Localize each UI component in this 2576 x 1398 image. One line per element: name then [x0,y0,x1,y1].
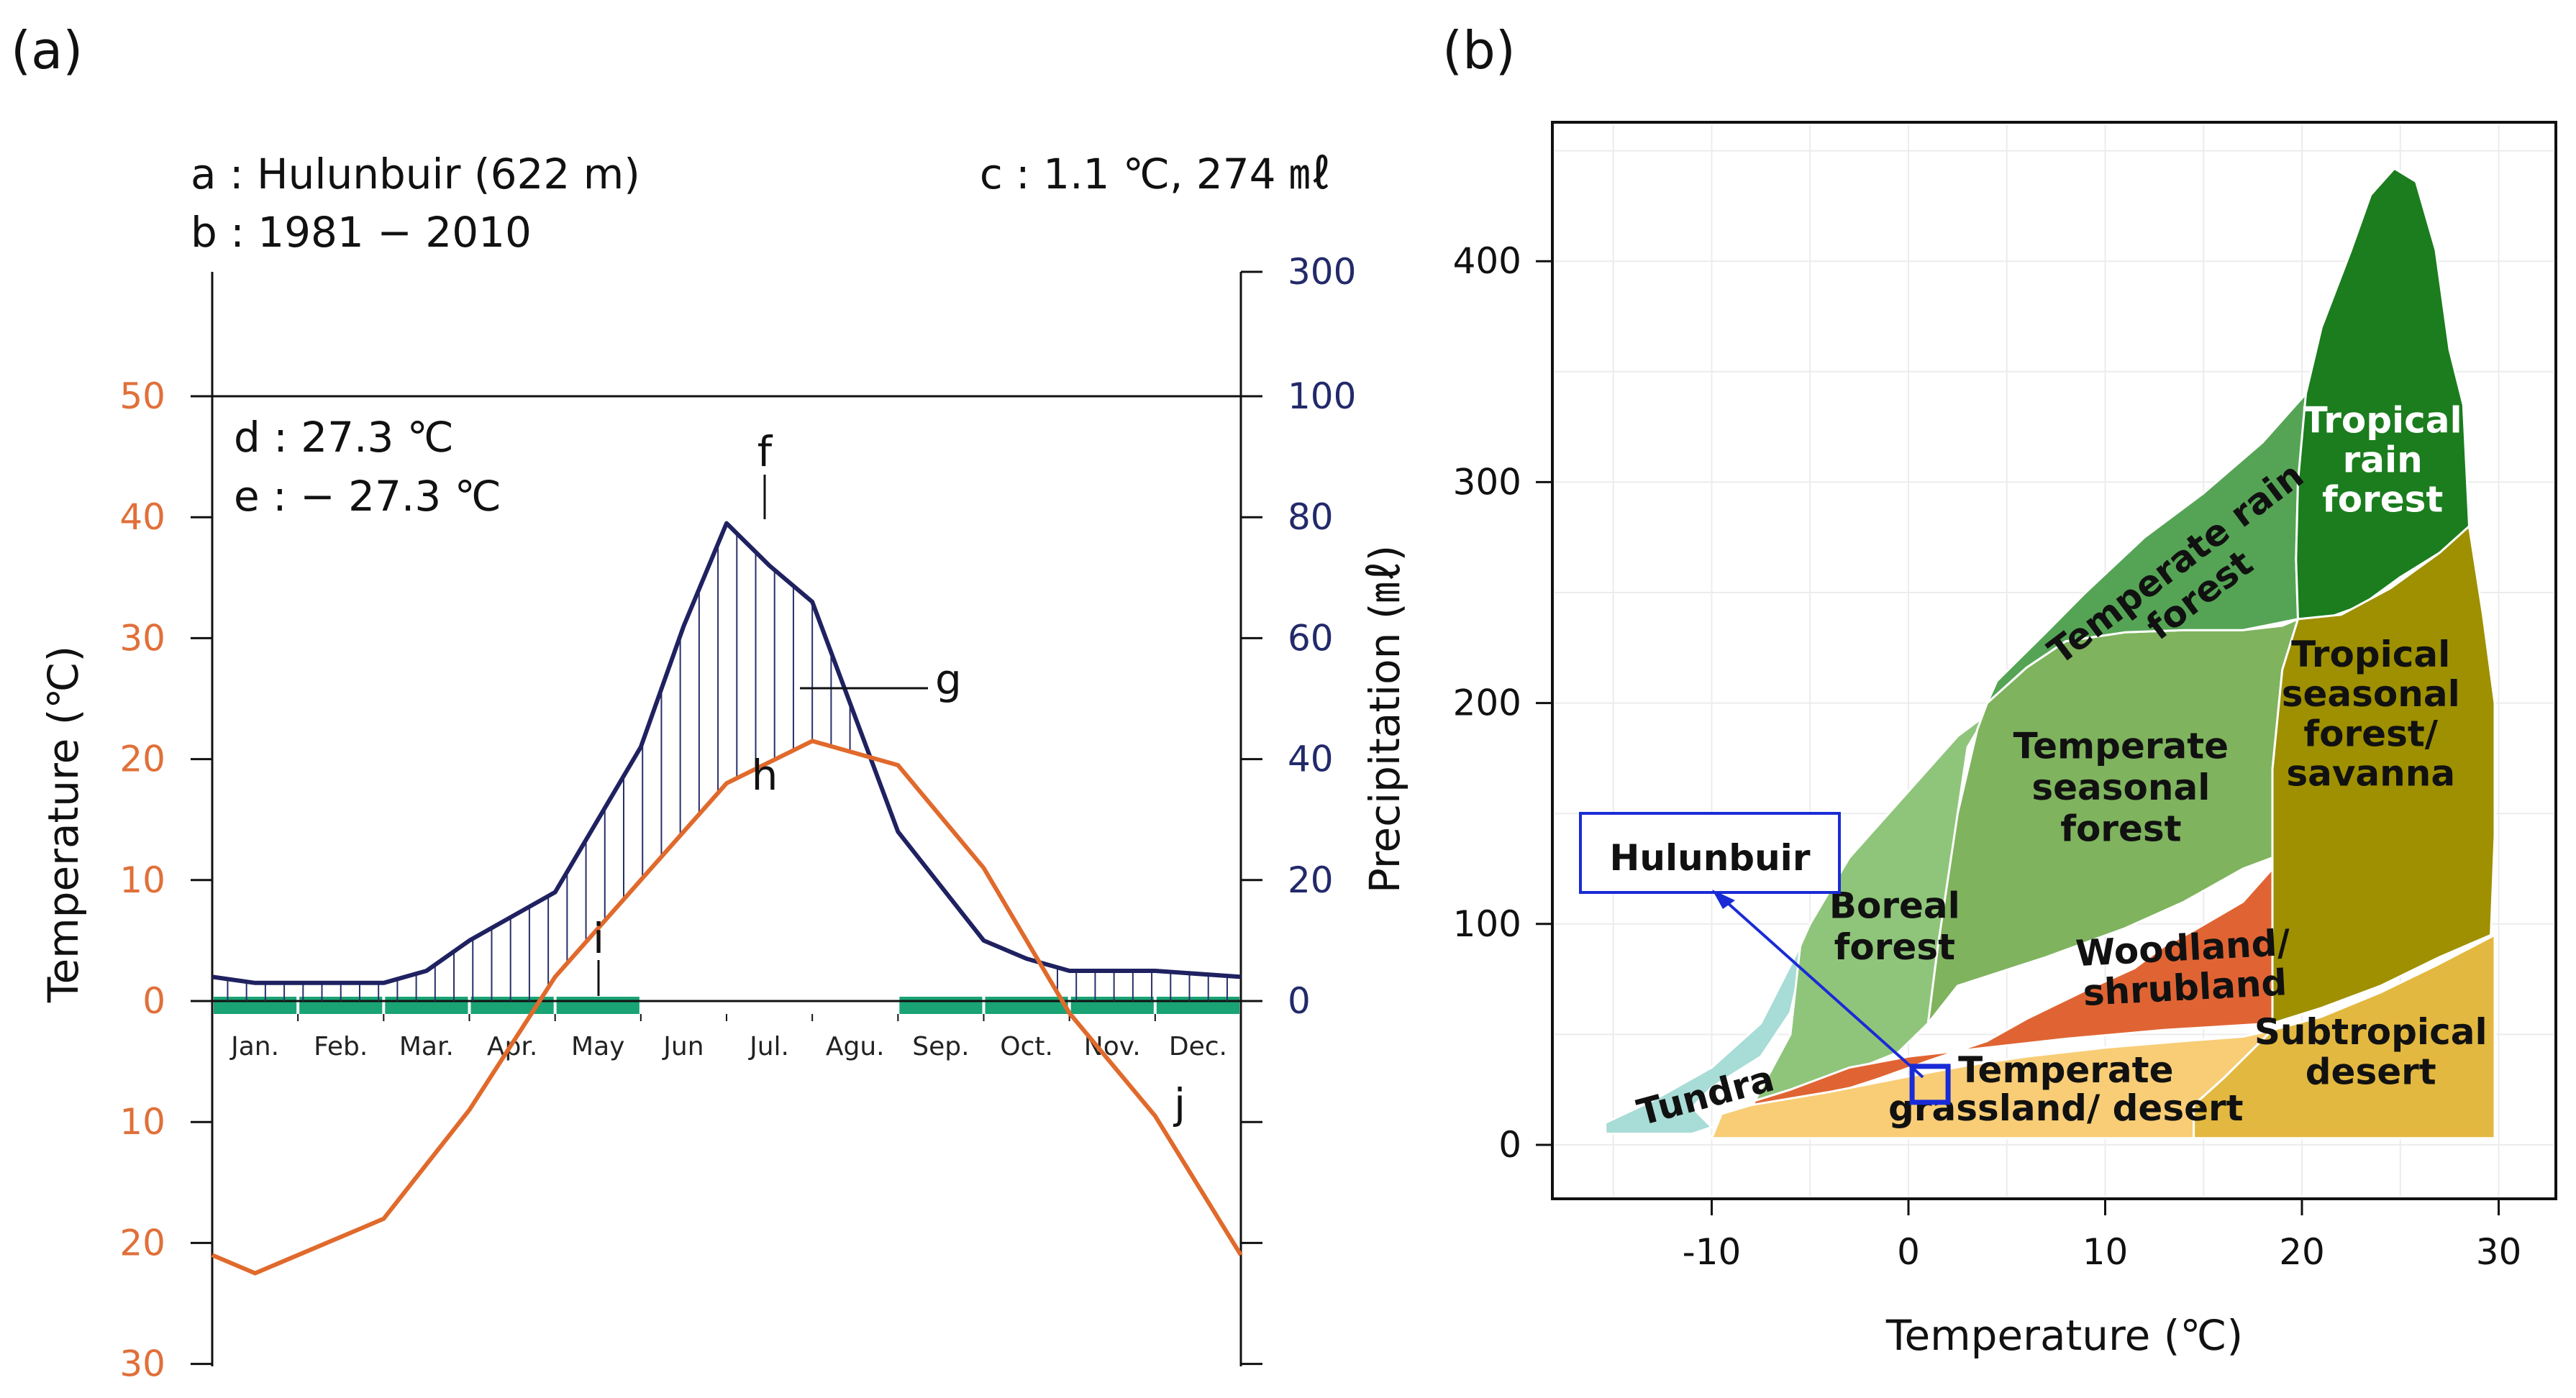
site-label-box [1579,812,1841,894]
label-d: d : 27.3 ℃ [234,413,454,462]
month-label: Oct. [1000,1032,1053,1061]
biome-label-line: Tropical [2303,399,2462,441]
month-label: Jul. [748,1032,789,1061]
y-tick-label: 400 [1453,240,1521,282]
biome-label-line: seasonal [2031,767,2210,808]
x-axis-title-temperature: Temperature (℃) [1885,1311,2243,1360]
biome-tropical-rain-region [2295,167,2470,625]
site-arrow-head [1712,890,1735,909]
y-tick-label: 300 [1453,461,1521,503]
y-axis-title-temperature: Temperature (℃) [39,646,88,1003]
biome-label-line: forest [1834,926,1955,968]
biome-label-line: Subtropical [2254,1011,2488,1053]
biome-diagram-plot: -10 0 10 20 304003002001000TundraBorealfores… [1453,121,2557,1273]
x-tick-label: 20 [2279,1231,2325,1273]
site-arrow-line [1719,895,1924,1079]
biome-label-line: forest [2060,808,2181,849]
temp-tick-label: 10 [119,859,165,901]
month-label: Agu. [826,1032,885,1061]
temp-tick-label: 50 [119,375,165,417]
precip-tick-label: 20 [1288,859,1334,901]
frost-month-bar [1070,997,1154,1014]
site-marker [1909,1064,1951,1105]
temp-tick-label: 20 [119,1222,165,1264]
biome-diagram: -10 0 10 20 304003002001000TundraBorealfores… [1453,121,2557,1360]
biome-label-line: Temperate [1958,1049,2173,1091]
biome-label-line: grassland/ desert [1888,1087,2244,1129]
biome-label-line: seasonal [2282,673,2460,715]
biome-tropical-seasonal-region [2271,525,2496,1025]
x-tick-label: 0 [1897,1231,1920,1273]
temp-tick-label: 30 [119,617,165,659]
month-label: Dec. [1169,1032,1227,1061]
label-j: j [1173,1079,1185,1128]
precip-tick-label: 300 [1288,251,1356,293]
temp-tick-label: 10 [119,1101,165,1143]
y-axis-title-precipitation: Precipitation (㎖) [1360,545,1409,893]
precipitation-line [211,521,1242,985]
climate-diagram: a : Hulunbuir (622 m) b : 1981 − 2010 c … [39,150,1409,1385]
site-label: Hulunbuir [1610,837,1811,879]
y-tick-label: 100 [1453,903,1521,945]
label-c: c : 1.1 ℃, 274 ㎖ [980,150,1331,198]
x-tick-label: 10 [2083,1231,2129,1273]
temp-tick-label: 40 [119,496,165,538]
month-label: Sep. [912,1032,969,1061]
biome-label-line: desert [2306,1051,2436,1092]
temp-tick-label: 20 [119,739,165,780]
biome-woodland-label: Woodland/shrubland [2075,922,2292,1014]
month-label: Jun [662,1032,704,1061]
precip-tick-label: 80 [1288,496,1334,538]
biome-tundra-region [1604,923,1811,1136]
label-b: b : 1981 − 2010 [191,208,532,257]
y-tick-label: 0 [1498,1124,1521,1166]
label-h: h [752,751,778,800]
biome-label-line: savanna [2286,753,2455,795]
biome-label-line: Boreal [1829,885,1960,927]
precip-tick-label: 0 [1288,980,1311,1022]
temp-tick-label: 30 [119,1343,165,1385]
label-g: g [935,655,962,704]
precip-tick-label: 100 [1288,375,1356,417]
biome-label-line: forest/ [2303,713,2438,754]
x-tick-label: 30 [2476,1231,2522,1273]
y-tick-label: 200 [1453,682,1521,724]
month-label: Feb. [314,1032,368,1061]
biome-subtropical-desert-region [2193,933,2496,1140]
precip-tick-label: 40 [1288,739,1334,780]
biome-label-line: rain [2343,439,2423,480]
label-f: f [757,427,773,476]
biome-label-line: Tropical [2291,634,2450,675]
panel-a-label: (a) [11,20,83,81]
frost-month-bar [899,997,983,1014]
biome-label-line: Temperate [2013,725,2229,767]
temp-tick-label: 0 [142,980,165,1022]
temperature-line [211,739,1243,1276]
month-label: Mar. [399,1032,454,1061]
panel-b-label: (b) [1442,20,1516,81]
label-i: i [593,914,604,963]
month-label: Nov. [1084,1032,1141,1061]
x-tick-label: -10 [1683,1231,1742,1273]
biome-label-line: forest [2322,479,2443,521]
label-a: a : Hulunbuir (622 m) [191,150,640,198]
precip-tick-label: 60 [1288,617,1334,659]
month-label: Jan. [229,1032,279,1061]
label-e: e : − 27.3 ℃ [234,472,501,521]
month-label: May [571,1032,624,1061]
frost-month-bar [985,997,1068,1014]
frost-month-bar [556,997,640,1014]
